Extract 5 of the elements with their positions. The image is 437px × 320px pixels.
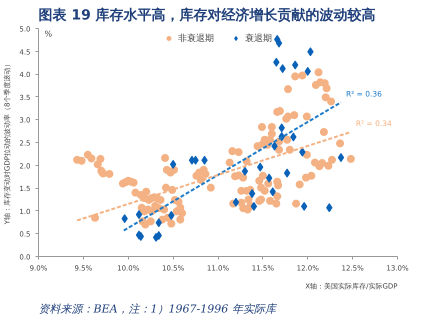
text: 资料来源：BEA，注：1）1967-1996 年实际库 [38, 302, 278, 316]
chart-title: 图表 19 库存水平高，库存对经济增长贡献的波动较高 [38, 6, 376, 24]
annotation: % [44, 30, 52, 38]
legend-label: 非衰退期 [178, 32, 214, 44]
legend-label: 衰退期 [245, 32, 272, 44]
